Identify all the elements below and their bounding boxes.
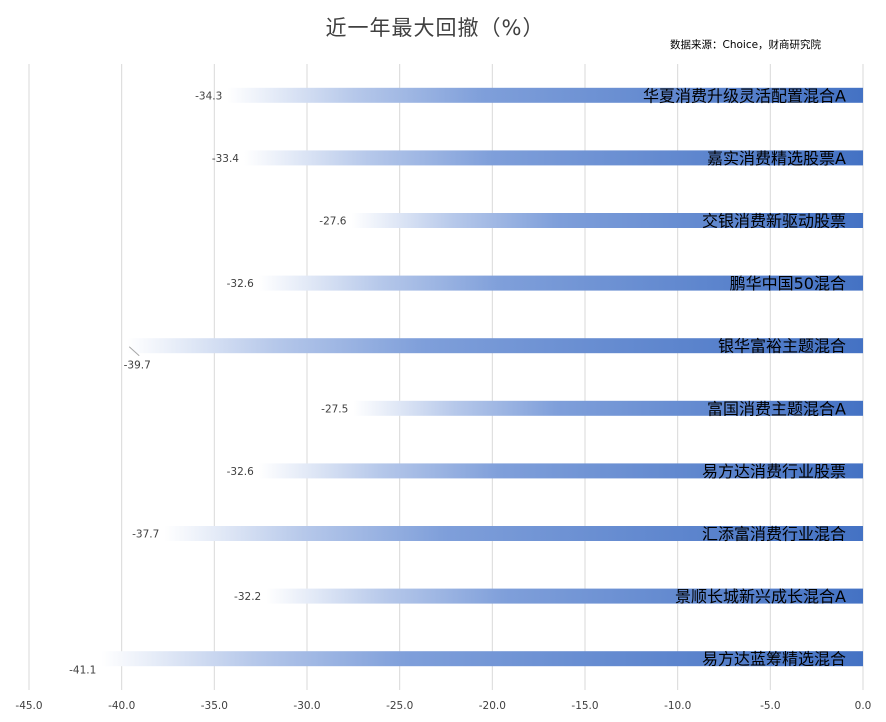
source-note: 数据来源：Choice，财商研究院 [670, 39, 822, 51]
value-label: -37.7 [132, 529, 159, 541]
bar [227, 87, 864, 103]
category-label: 易方达蓝筹精选混合 [702, 650, 846, 669]
value-label: -27.5 [321, 403, 348, 415]
x-tick-label: -5.0 [760, 700, 781, 712]
bar-row: 富国消费主题混合A -27.5 [321, 399, 863, 418]
category-label: 银华富裕主题混合 [718, 337, 846, 356]
value-label: -34.3 [195, 90, 222, 102]
value-label: -41.1 [69, 665, 96, 677]
category-label: 嘉实消费精选股票A [707, 149, 846, 168]
bar [258, 275, 863, 291]
bar-row: 易方达蓝筹精选混合 -41.1 [69, 650, 863, 677]
bar [351, 213, 863, 228]
category-label: 华夏消费升级灵活配置混合A [643, 86, 846, 105]
category-label: 富国消费主题混合A [707, 399, 846, 418]
gridlines [28, 64, 864, 690]
bar [266, 588, 863, 604]
category-label: 交银消费新驱动股票 [702, 212, 846, 231]
bar [127, 338, 863, 354]
bar [243, 150, 863, 166]
value-label: -33.4 [212, 153, 239, 165]
x-tick-label: -30.0 [293, 700, 320, 712]
bar [258, 463, 863, 479]
bars: 华夏消费升级灵活配置混合A -34.3 嘉实消费精选股票A -33.4 交银消费新驱动股… [69, 86, 864, 677]
bar-row: 易方达消费行业股票 -32.6 [227, 462, 863, 481]
bar-row: 交银消费新驱动股票 -27.6 [319, 212, 863, 231]
value-label: -27.6 [319, 216, 346, 228]
x-axis-ticks: -45.0 -40.0 -35.0 -30.0 -25.0 -20.0 -15.0 -10.0… [15, 700, 871, 712]
bar-row: 华夏消费升级灵活配置混合A -34.3 [195, 86, 864, 105]
x-tick-label: -15.0 [571, 700, 598, 712]
bar-row: 鹏华中国50混合 -32.6 [227, 274, 863, 293]
leader-line [128, 346, 140, 357]
category-label: 易方达消费行业股票 [702, 462, 846, 481]
value-label: -39.7 [124, 360, 151, 372]
category-label: 景顺长城新兴成长混合A [675, 587, 846, 606]
x-tick-label: -35.0 [201, 700, 228, 712]
category-label: 鹏华中国50混合 [730, 274, 846, 293]
x-tick-label: -10.0 [664, 700, 691, 712]
chart-title: 近一年最大回撤（%） [325, 16, 545, 40]
bar [353, 400, 863, 416]
bar-row: 银华富裕主题混合 -39.7 [124, 337, 863, 372]
bar [164, 526, 863, 541]
x-tick-label: -20.0 [479, 700, 506, 712]
bar-row: 汇添富消费行业混合 -37.7 [132, 525, 863, 544]
bar-row: 景顺长城新兴成长混合A -32.2 [234, 587, 863, 606]
value-label: -32.2 [234, 591, 261, 603]
x-tick-label: 0.0 [855, 700, 872, 712]
value-label: -32.6 [227, 278, 254, 290]
value-label: -32.6 [227, 466, 254, 478]
bar-row: 嘉实消费精选股票A -33.4 [212, 149, 863, 168]
x-tick-label: -25.0 [386, 700, 413, 712]
x-tick-label: -45.0 [15, 700, 42, 712]
bar [101, 651, 863, 667]
category-label: 汇添富消费行业混合 [702, 525, 846, 544]
x-tick-label: -40.0 [108, 700, 135, 712]
